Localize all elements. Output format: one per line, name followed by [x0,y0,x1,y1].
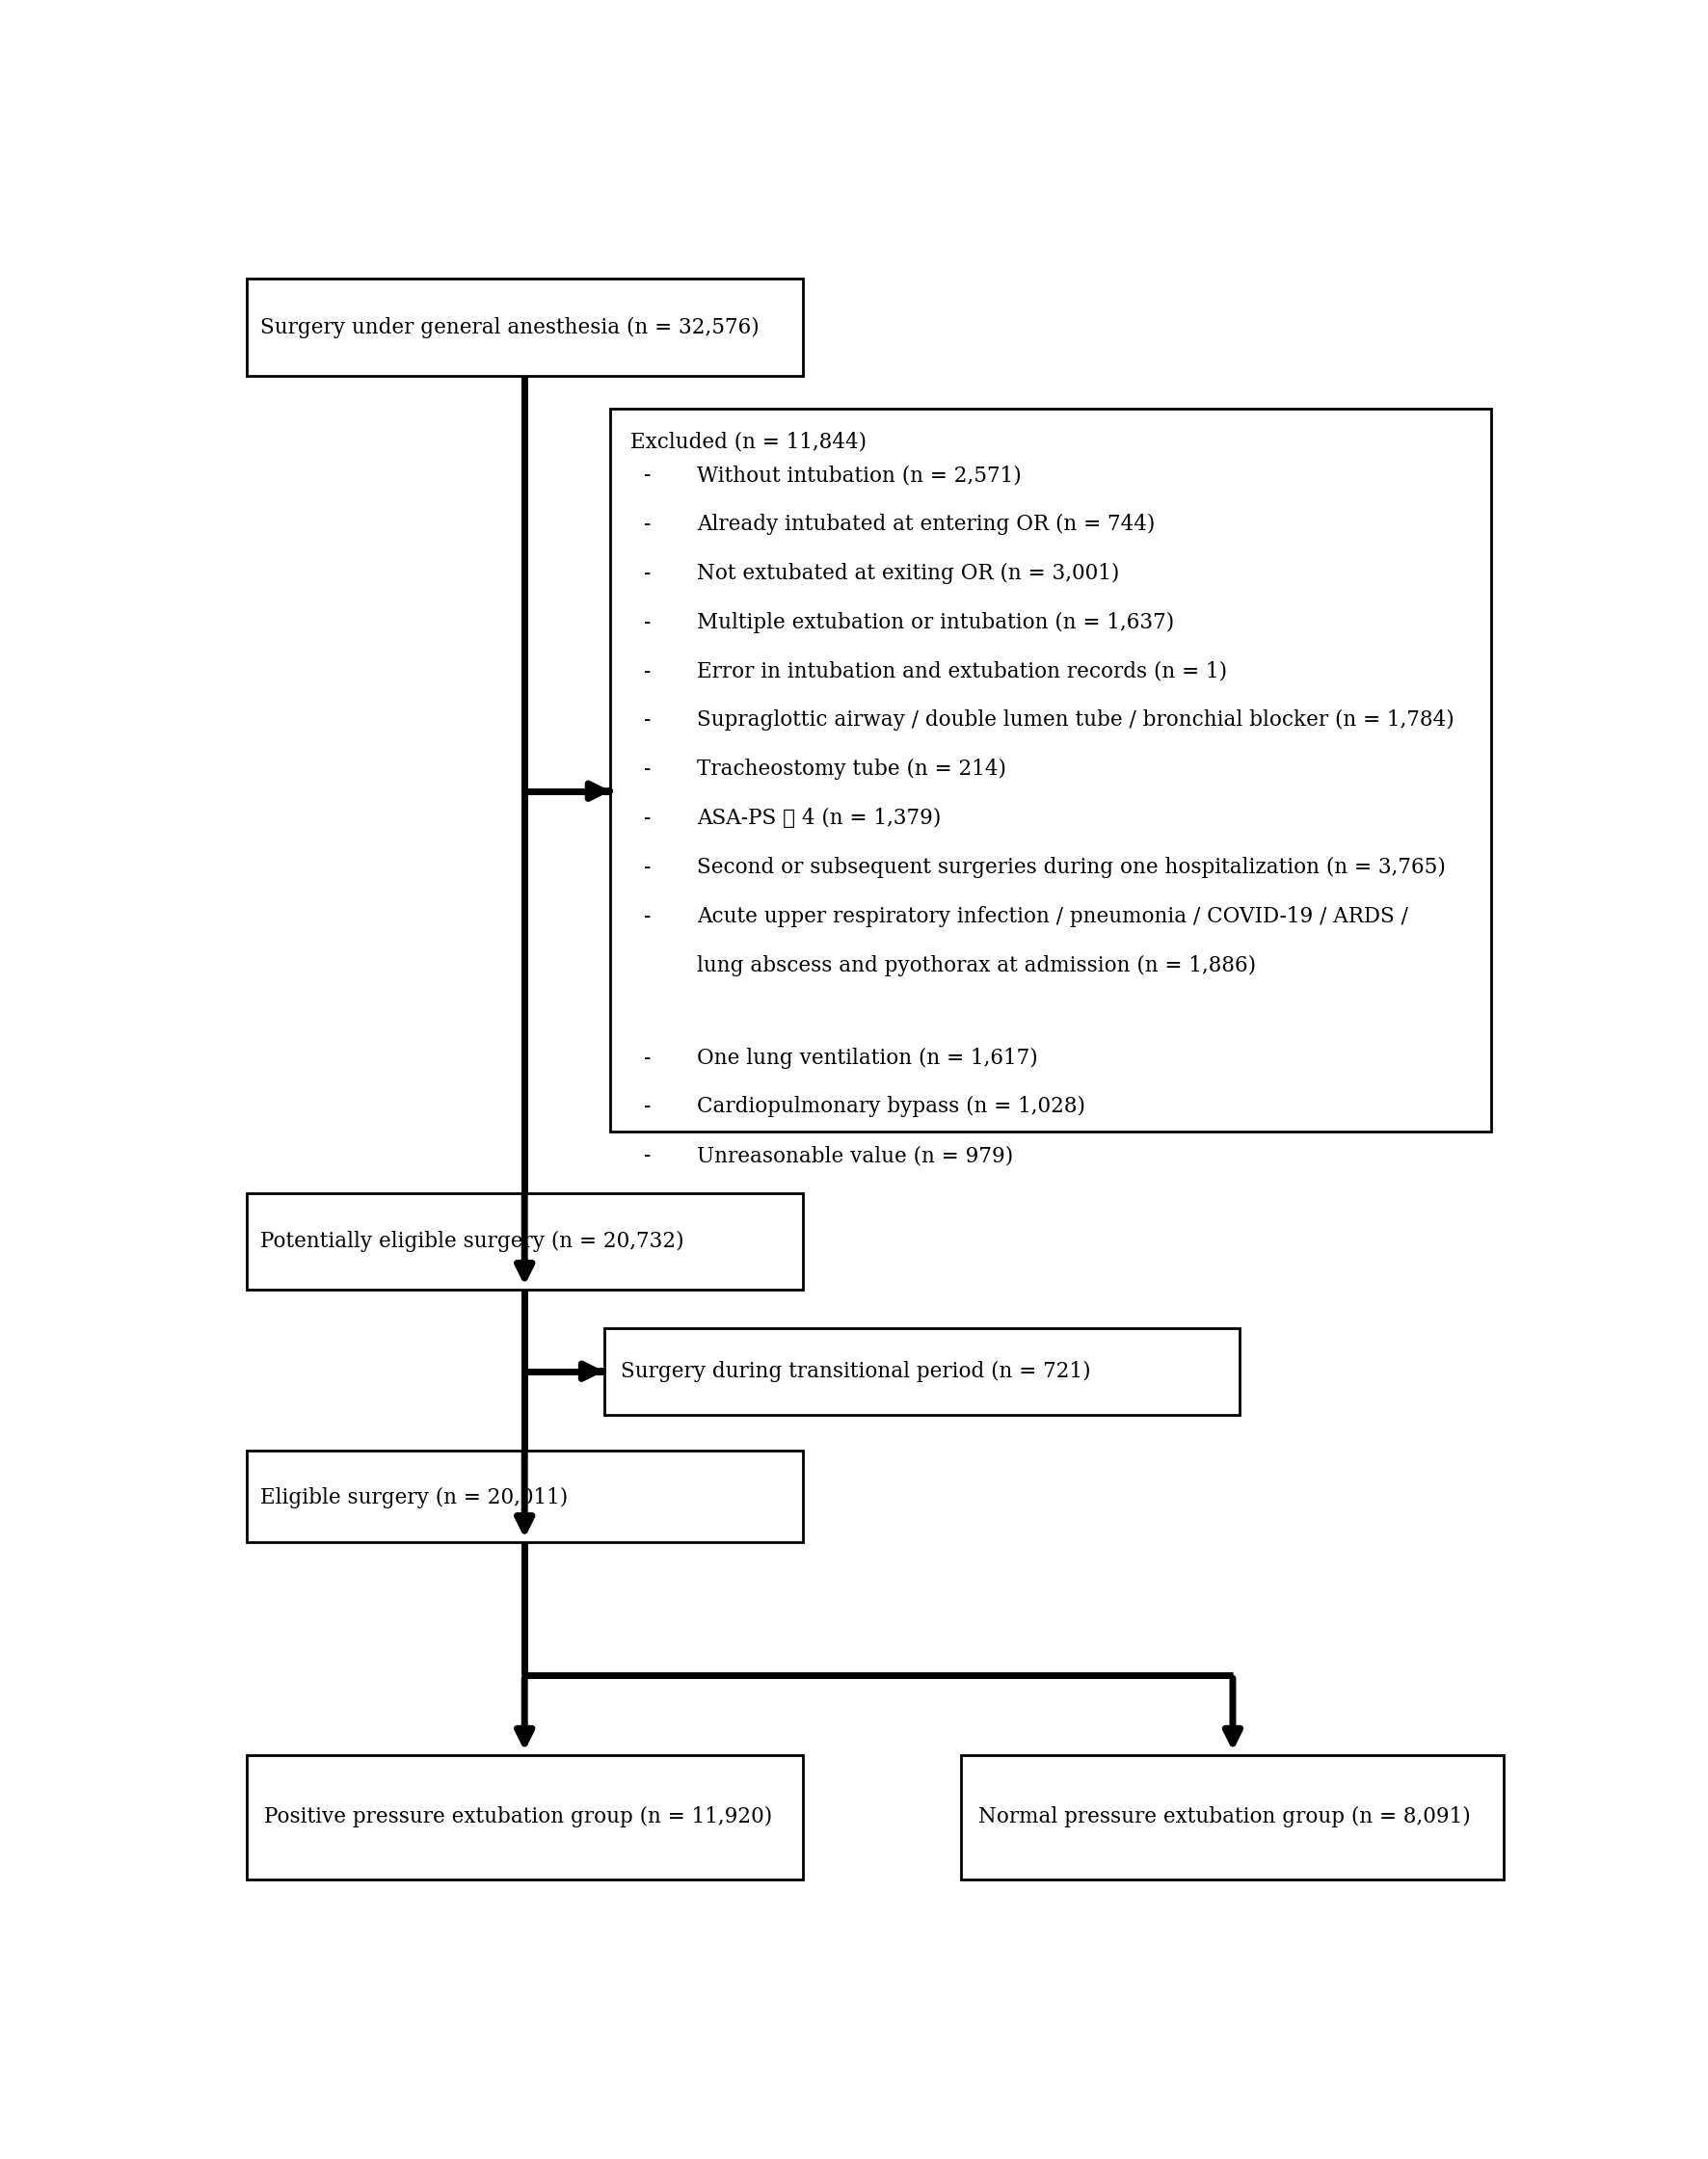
Text: Potentially eligible surgery (n = 20,732): Potentially eligible surgery (n = 20,732… [260,1231,683,1252]
Text: Cardiopulmonary bypass (n = 1,028): Cardiopulmonary bypass (n = 1,028) [697,1097,1085,1118]
Text: Positive pressure extubation group (n = 11,920): Positive pressure extubation group (n = … [263,1807,772,1827]
Text: Not extubated at exiting OR (n = 3,001): Not extubated at exiting OR (n = 3,001) [697,563,1119,583]
Bar [246,279,803,376]
Bar [605,1328,1240,1414]
Text: -: - [644,1047,651,1069]
Text: -: - [644,611,651,633]
Text: Tracheostomy tube (n = 214): Tracheostomy tube (n = 214) [697,758,1006,779]
Text: Normal pressure extubation group (n = 8,091): Normal pressure extubation group (n = 8,… [979,1807,1471,1827]
Text: Second or subsequent surgeries during one hospitalization (n = 3,765): Second or subsequent surgeries during on… [697,857,1445,879]
Text: ASA-PS ≧ 4 (n = 1,379): ASA-PS ≧ 4 (n = 1,379) [697,807,941,829]
Bar [246,1755,803,1880]
Text: -: - [644,710,651,732]
Text: Excluded (n = 11,844): Excluded (n = 11,844) [630,432,866,453]
Text: -: - [644,1097,651,1118]
Text: Unreasonable value (n = 979): Unreasonable value (n = 979) [697,1146,1013,1166]
Text: -: - [644,514,651,535]
Text: Without intubation (n = 2,571): Without intubation (n = 2,571) [697,464,1021,486]
Text: Surgery during transitional period (n = 721): Surgery during transitional period (n = … [622,1360,1091,1382]
Text: Surgery under general anesthesia (n = 32,576): Surgery under general anesthesia (n = 32… [260,317,758,339]
Bar [246,1451,803,1542]
Text: One lung ventilation (n = 1,617): One lung ventilation (n = 1,617) [697,1047,1038,1069]
Text: -: - [644,758,651,779]
Text: -: - [644,907,651,926]
Text: -: - [644,464,651,486]
Text: Acute upper respiratory infection / pneumonia / COVID-19 / ARDS /: Acute upper respiratory infection / pneu… [697,907,1407,926]
Text: lung abscess and pyothorax at admission (n = 1,886): lung abscess and pyothorax at admission … [697,954,1255,976]
Text: Error in intubation and extubation records (n = 1): Error in intubation and extubation recor… [697,661,1226,682]
Text: -: - [644,563,651,583]
Text: -: - [644,661,651,682]
Text: Multiple extubation or intubation (n = 1,637): Multiple extubation or intubation (n = 1… [697,611,1173,633]
Text: Supraglottic airway / double lumen tube / bronchial blocker (n = 1,784): Supraglottic airway / double lumen tube … [697,710,1454,732]
Text: -: - [644,807,651,829]
Text: Already intubated at entering OR (n = 744): Already intubated at entering OR (n = 74… [697,514,1155,535]
Bar [611,408,1491,1131]
Bar [962,1755,1505,1880]
Text: Eligible surgery (n = 20,011): Eligible surgery (n = 20,011) [260,1488,567,1509]
Bar [246,1194,803,1289]
Text: -: - [644,857,651,879]
Text: -: - [644,1146,651,1166]
